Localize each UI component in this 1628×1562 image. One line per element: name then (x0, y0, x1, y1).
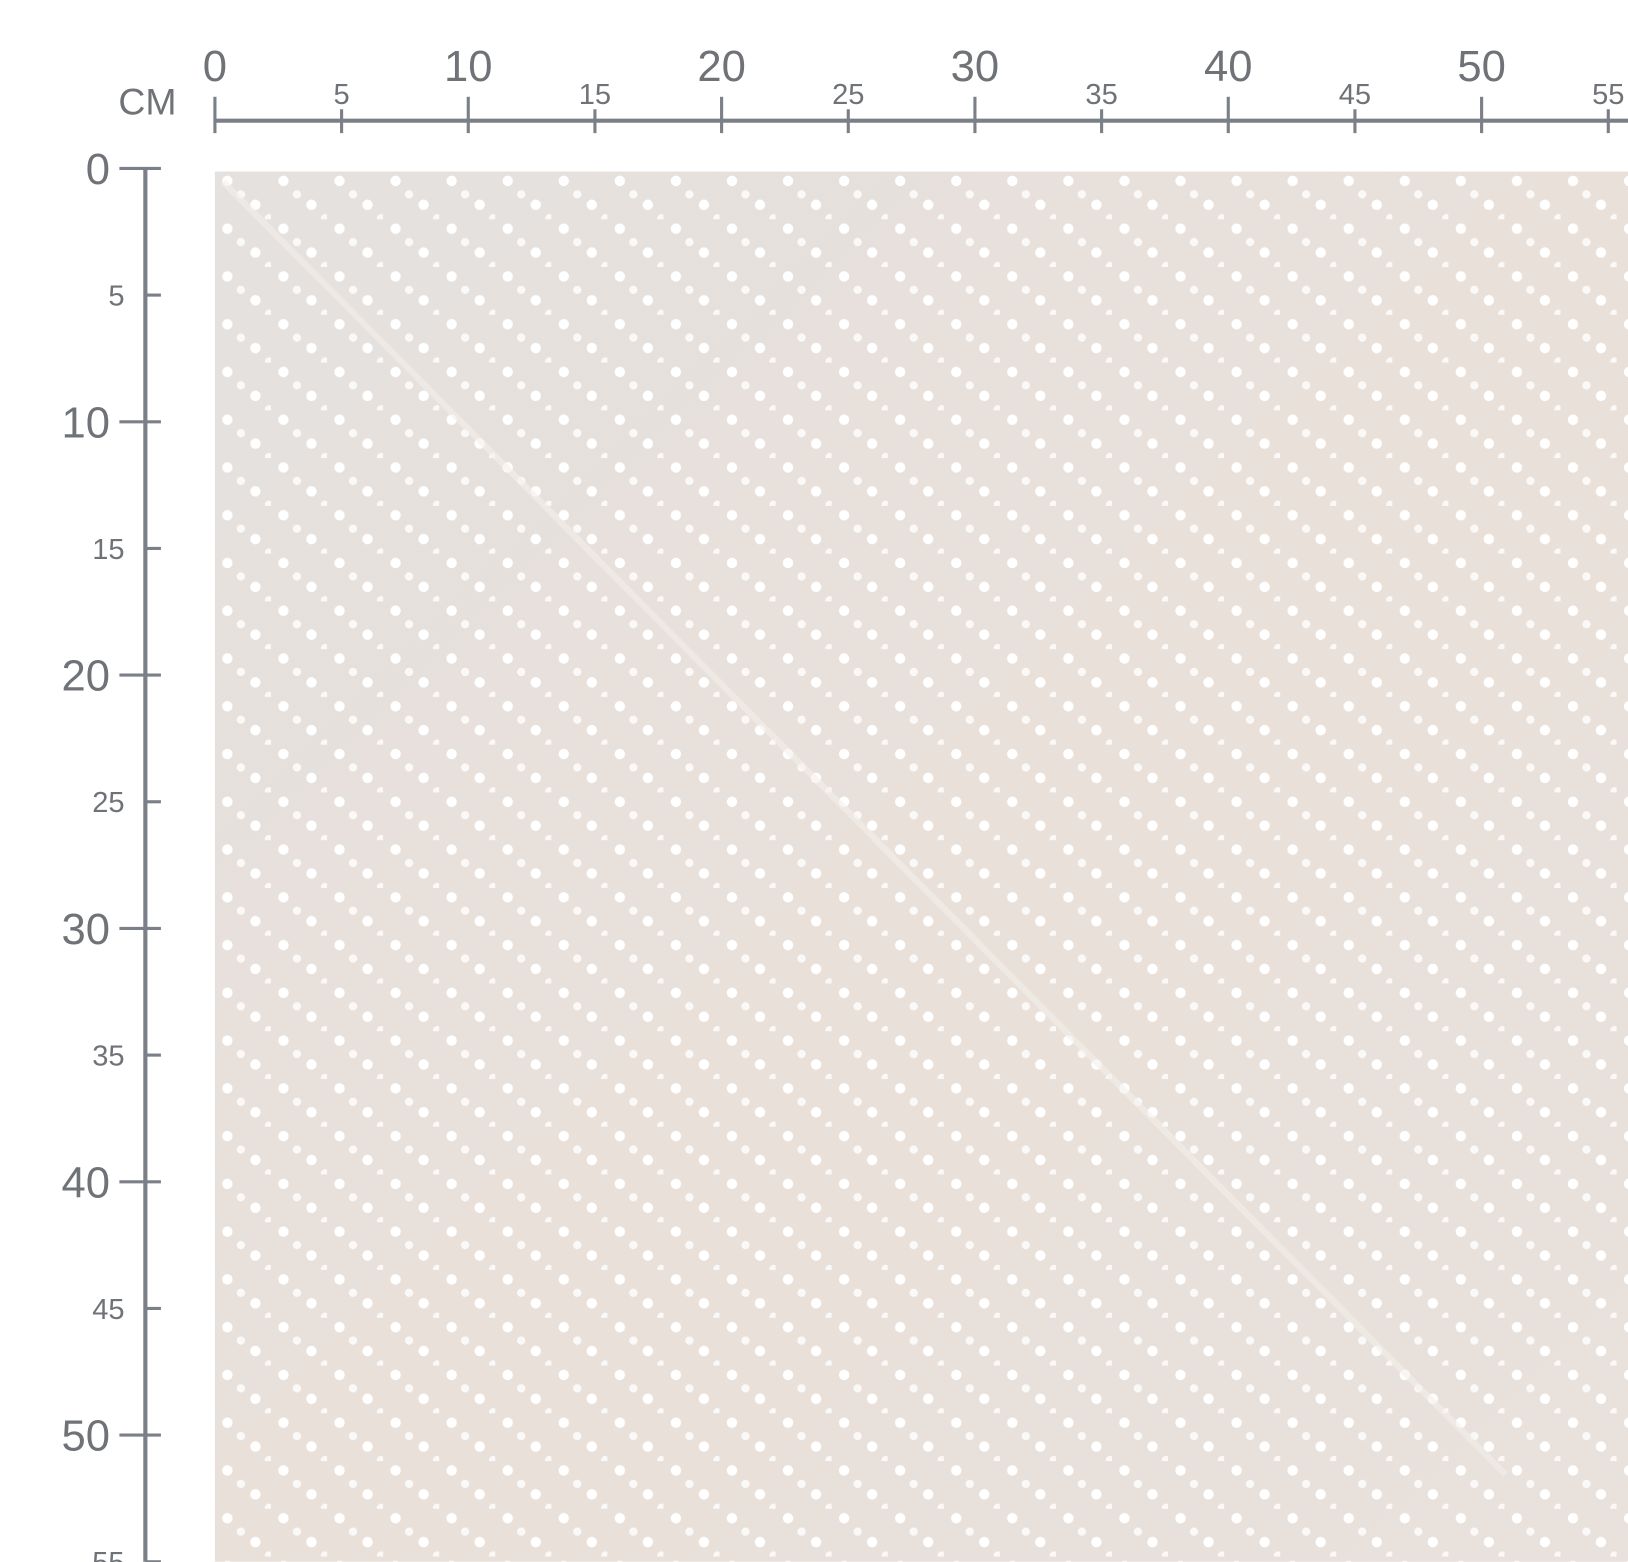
fabric-fold (221, 179, 1508, 1477)
left-tick-label: 30 (62, 906, 110, 954)
left-tick-label: 50 (62, 1413, 110, 1461)
top-tick-label: 40 (1204, 43, 1253, 91)
left-tick-label: 20 (62, 653, 110, 701)
left-tick-label: 25 (92, 787, 124, 819)
ruler-ticks: 0 5 10 15 20 25 30 35 40 45 50 55 0 5 10 15 20 25 30 35 40 45… (62, 43, 1624, 1562)
fabric-dots (214, 171, 1628, 1562)
top-tick-label: 0 (203, 43, 227, 91)
left-tick-label: 35 (92, 1040, 124, 1072)
left-tick-label: 0 (86, 146, 110, 194)
left-tick-label: 15 (92, 534, 124, 566)
top-tick-label: 10 (444, 43, 493, 91)
top-tick-label: 50 (1457, 43, 1506, 91)
top-tick-label: 45 (1339, 79, 1371, 111)
left-tick-label: 5 (108, 280, 124, 312)
top-tick-label: 5 (334, 79, 350, 111)
left-tick-label: 45 (92, 1294, 124, 1326)
top-tick-label: 15 (579, 79, 611, 111)
top-tick-label: 35 (1085, 79, 1117, 111)
top-tick-label: 20 (697, 43, 745, 91)
top-tick-label: 30 (951, 43, 999, 91)
left-tick-label: 55 (92, 1547, 124, 1562)
unit-label: CM (118, 80, 176, 122)
top-tick-label: 25 (832, 79, 864, 111)
left-tick-label: 10 (62, 399, 110, 447)
top-tick-label: 55 (1592, 79, 1624, 111)
left-tick-label: 40 (62, 1159, 110, 1207)
